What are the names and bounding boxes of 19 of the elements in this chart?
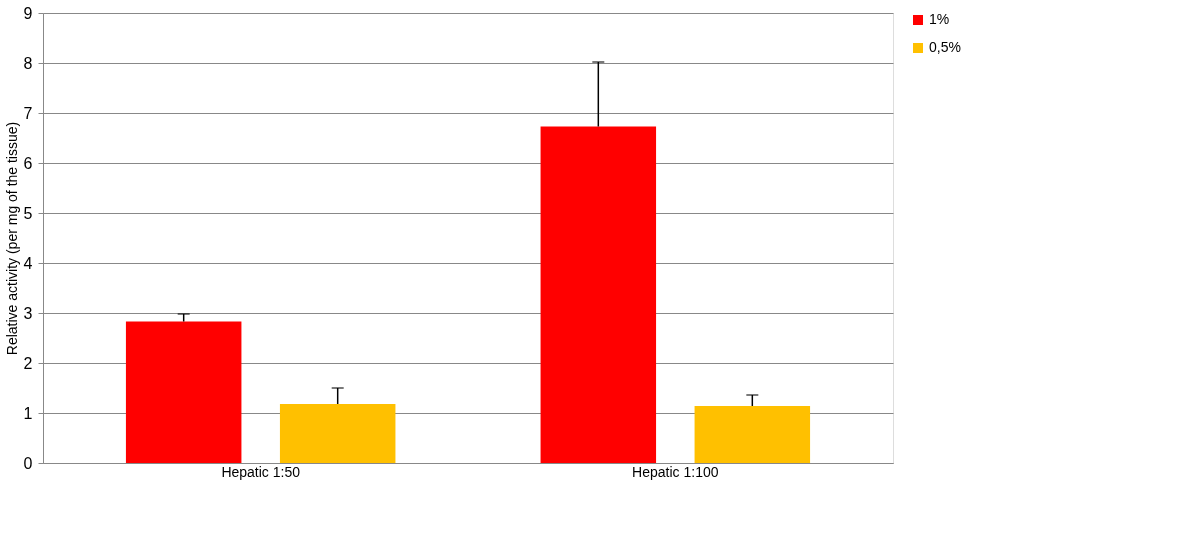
bar [540, 126, 657, 463]
legend-label: 1% [929, 11, 950, 27]
bar [125, 321, 242, 463]
y-tick-label: 3 [23, 304, 33, 322]
y-tick-label: 0 [23, 454, 33, 472]
y-tick-label: 5 [23, 204, 33, 222]
bar [694, 406, 811, 463]
y-tick-label: 1 [23, 404, 33, 422]
y-axis-title: Relative activity (per mg of the tissue) [3, 121, 20, 356]
y-tick-label: 7 [23, 104, 33, 122]
y-tick-label: 2 [23, 354, 33, 372]
y-tick-label: 8 [23, 54, 33, 72]
x-tick-label: Hepatic 1:100 [632, 463, 719, 480]
y-tick-label: 9 [23, 4, 33, 22]
x-tick-label: Hepatic 1:50 [221, 463, 301, 480]
y-tick-label: 4 [23, 254, 33, 272]
bar [279, 404, 396, 463]
legend-label: 0,5% [929, 39, 961, 55]
y-tick-label: 6 [23, 154, 33, 172]
